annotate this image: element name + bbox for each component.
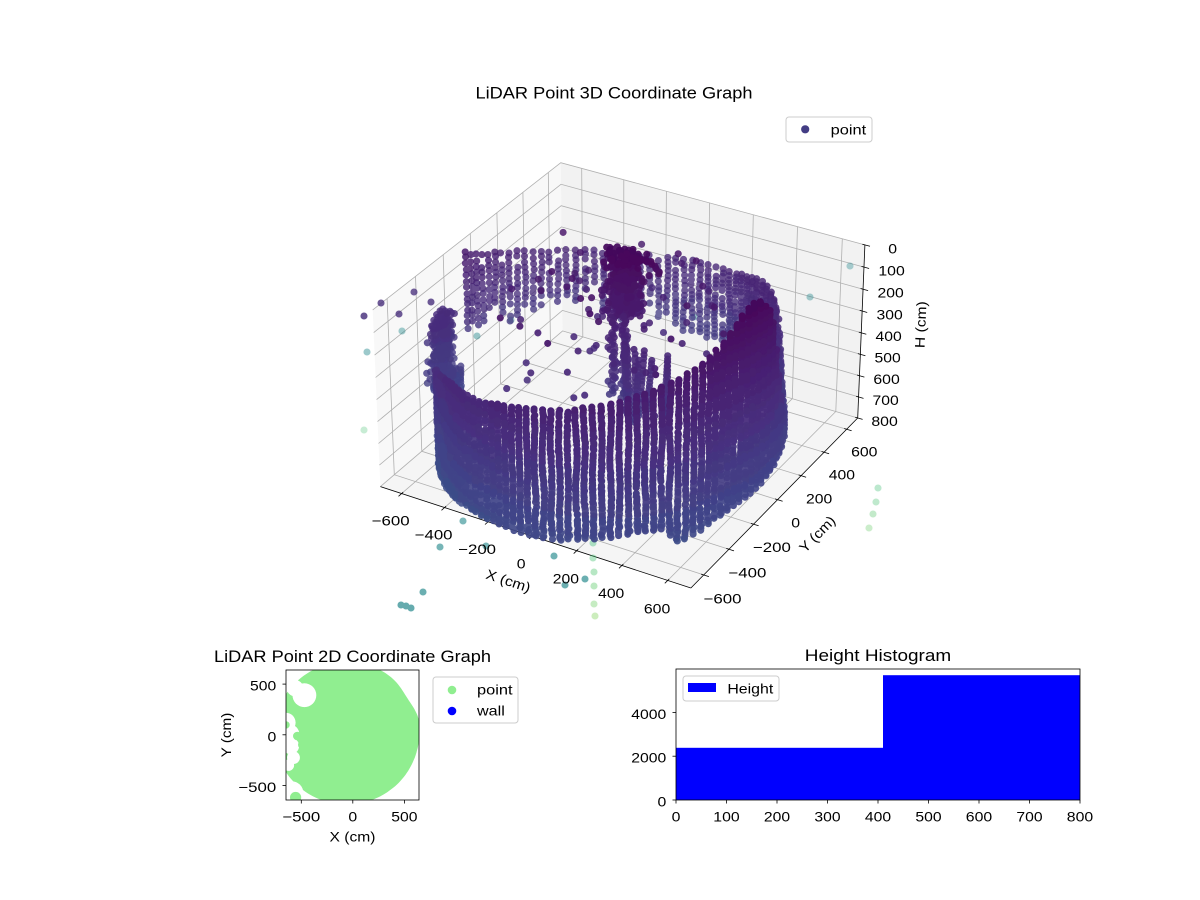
svg-text:point: point	[831, 121, 867, 137]
svg-text:800: 800	[1067, 809, 1094, 825]
svg-text:−400: −400	[415, 527, 453, 543]
svg-text:0: 0	[888, 240, 897, 256]
svg-text:500: 500	[391, 809, 417, 825]
svg-text:−200: −200	[458, 541, 496, 557]
svg-text:point: point	[477, 682, 513, 698]
svg-text:−500: −500	[282, 809, 320, 825]
svg-text:200: 200	[806, 490, 832, 506]
svg-text:Height: Height	[727, 681, 773, 697]
svg-text:LiDAR Point 3D Coordinate Grap: LiDAR Point 3D Coordinate Graph	[476, 84, 753, 103]
svg-text:LiDAR Point 2D Coordinate Grap: LiDAR Point 2D Coordinate Graph	[214, 647, 491, 666]
svg-text:400: 400	[876, 328, 902, 344]
svg-text:200: 200	[553, 570, 579, 586]
svg-text:0: 0	[672, 809, 681, 825]
svg-text:wall: wall	[476, 702, 505, 718]
svg-text:Y (cm): Y (cm)	[218, 713, 234, 758]
svg-text:400: 400	[829, 467, 855, 483]
svg-text:0: 0	[348, 809, 357, 825]
svg-text:4000: 4000	[631, 706, 666, 722]
svg-text:−600: −600	[372, 513, 410, 529]
svg-text:−600: −600	[704, 590, 742, 606]
svg-text:−200: −200	[753, 539, 791, 555]
svg-text:100: 100	[878, 262, 905, 278]
svg-text:0: 0	[517, 556, 526, 572]
svg-text:100: 100	[713, 809, 740, 825]
svg-text:−400: −400	[728, 564, 766, 580]
svg-text:500: 500	[250, 678, 276, 694]
svg-text:2000: 2000	[631, 750, 666, 766]
svg-text:200: 200	[764, 809, 790, 825]
svg-text:X (cm): X (cm)	[330, 828, 376, 844]
svg-text:0: 0	[268, 728, 277, 744]
svg-text:800: 800	[871, 413, 898, 429]
svg-text:−500: −500	[238, 779, 276, 795]
svg-text:700: 700	[1016, 809, 1042, 825]
svg-text:0: 0	[791, 514, 800, 530]
svg-text:300: 300	[877, 306, 903, 322]
svg-text:300: 300	[814, 809, 840, 825]
svg-text:700: 700	[873, 392, 899, 408]
svg-text:600: 600	[644, 600, 671, 616]
svg-text:400: 400	[865, 809, 891, 825]
svg-text:H (cm): H (cm)	[912, 301, 930, 348]
svg-text:400: 400	[598, 585, 624, 601]
svg-text:600: 600	[851, 444, 878, 460]
svg-text:500: 500	[915, 809, 941, 825]
svg-text:600: 600	[966, 809, 993, 825]
svg-text:200: 200	[878, 285, 904, 301]
svg-text:Height Histogram: Height Histogram	[805, 646, 951, 665]
svg-text:0: 0	[658, 794, 667, 810]
svg-text:500: 500	[875, 350, 901, 366]
svg-text:600: 600	[873, 371, 900, 387]
